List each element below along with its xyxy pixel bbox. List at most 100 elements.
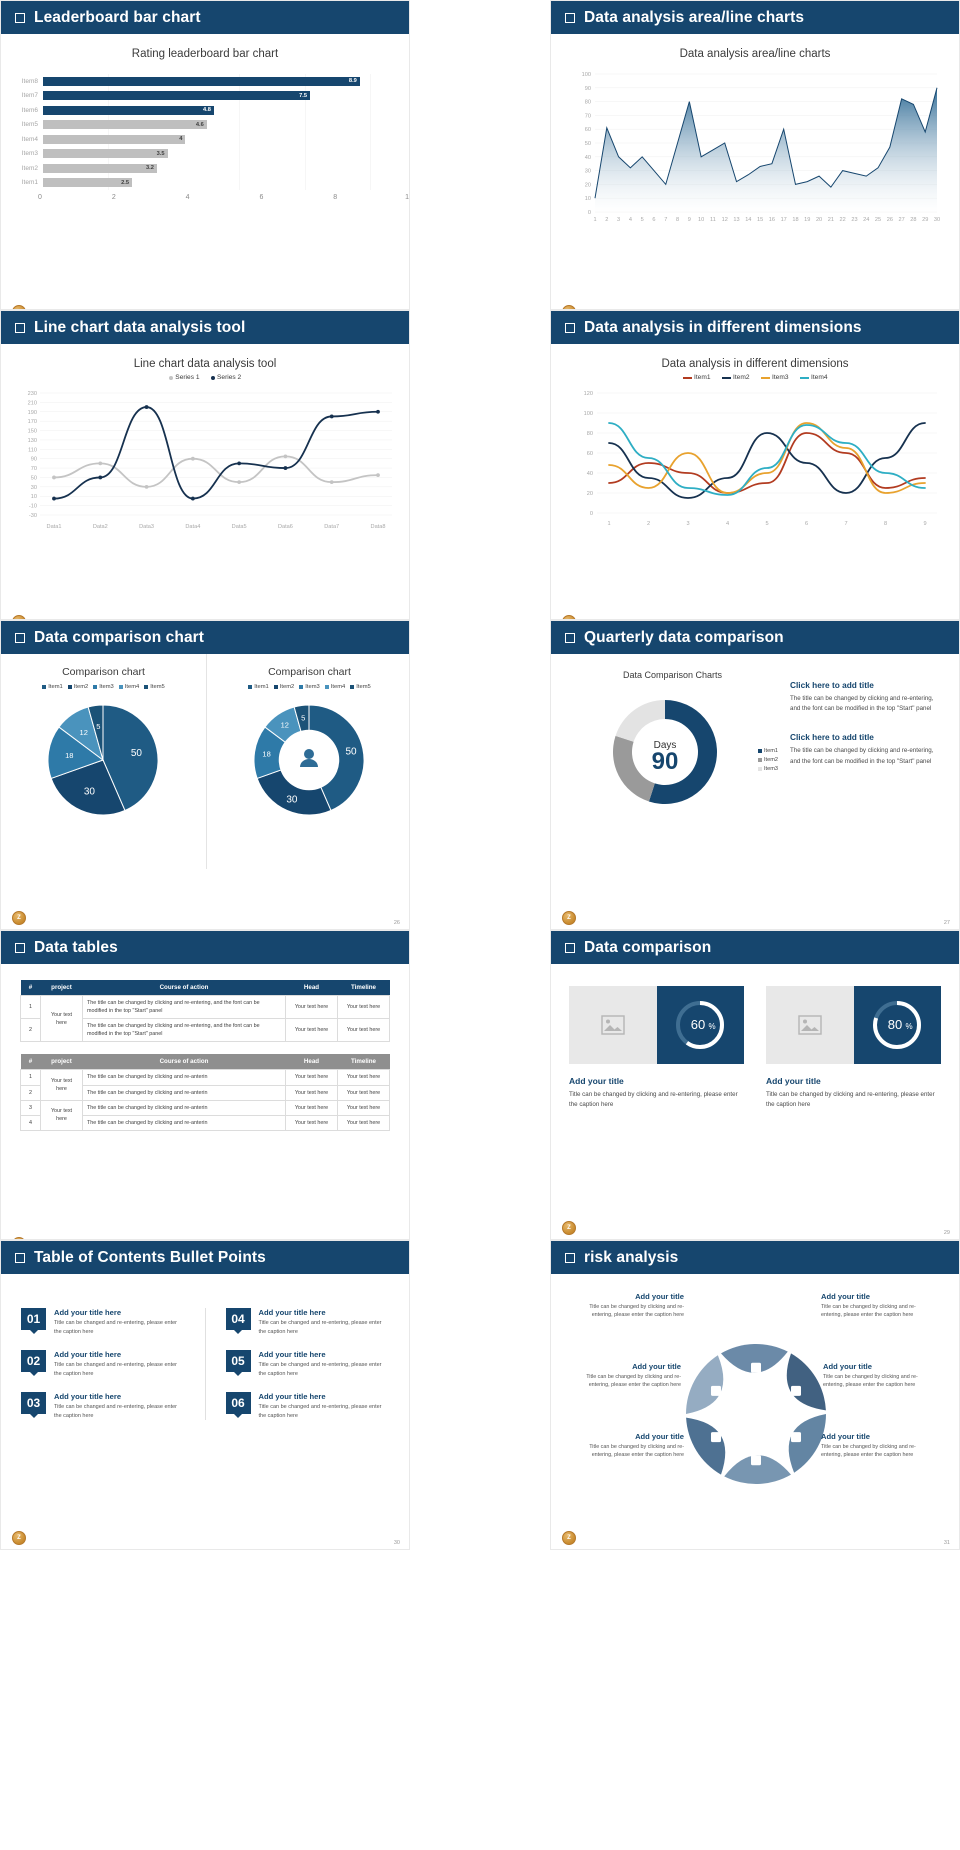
x-tick: 6 bbox=[652, 217, 655, 223]
table-cell: Your text here bbox=[285, 994, 338, 1020]
image-icon bbox=[798, 1015, 822, 1035]
page-number: 31 bbox=[943, 1540, 950, 1546]
table-cell: Your text here bbox=[40, 1099, 83, 1131]
chart-title: Rating leaderboard bar chart bbox=[131, 48, 279, 60]
y-tick: 50 bbox=[585, 141, 591, 147]
checkbox-icon bbox=[565, 632, 575, 643]
divider bbox=[204, 1308, 206, 1421]
bar-chart: Item8 8.9 Item7 7.5 Item6 4.8 Item5 4.6 Item4 4 It… bbox=[9, 74, 399, 190]
x-tick: 25 bbox=[875, 217, 881, 223]
risk-label-body: Title can be changed by clicking and re-… bbox=[821, 1444, 916, 1459]
toc-heading: Add your title here bbox=[54, 1308, 122, 1317]
x-tick: 24 bbox=[863, 217, 869, 223]
toc-body: Title can be changed and re-entering, pl… bbox=[54, 1362, 178, 1377]
y-tick: 0 bbox=[590, 511, 593, 517]
legend-label: Item2 bbox=[73, 684, 89, 690]
x-tick: 8 bbox=[884, 521, 887, 527]
comparison-visuals: 60% bbox=[569, 986, 744, 1064]
x-tick: 8 bbox=[676, 217, 679, 223]
table-header-cell: # bbox=[20, 980, 41, 996]
toc-grid: 01 Add your title here Title can be change… bbox=[1, 1274, 409, 1421]
table-cell: 3 bbox=[20, 1099, 41, 1116]
y-tick: 20 bbox=[585, 182, 591, 188]
bar-value: 3.2 bbox=[145, 165, 154, 172]
table-cell: The title can be changed by clicking and… bbox=[82, 1114, 286, 1131]
legend-item: Item1 bbox=[682, 374, 711, 381]
toc-item[interactable]: 05 Add your title here Title can be change… bbox=[225, 1350, 390, 1378]
slide-title: Data analysis area/line charts bbox=[584, 8, 805, 26]
slide-body: Data Comparison Charts Days 90 Item1 Item2… bbox=[551, 654, 959, 929]
x-tick: 13 bbox=[733, 217, 739, 223]
x-tick: 2 bbox=[605, 217, 608, 223]
toc-item[interactable]: 04 Add your title here Title can be change… bbox=[225, 1308, 390, 1336]
legend-item: Series 2 bbox=[210, 374, 242, 381]
slide-title: Quarterly data comparison bbox=[584, 628, 784, 646]
x-tick: 4 bbox=[185, 194, 190, 201]
item-body: Title can be changed by clicking and re-… bbox=[766, 1091, 935, 1108]
percent-ring: 80% bbox=[873, 1001, 922, 1049]
y-tick: 110 bbox=[28, 447, 37, 453]
toc-item[interactable]: 01 Add your title here Title can be change… bbox=[21, 1308, 185, 1336]
slide-header: Data analysis in different dimensions bbox=[551, 311, 959, 344]
y-tick: 20 bbox=[587, 491, 593, 497]
toc-item[interactable]: 03 Add your title here Title can be change… bbox=[21, 1392, 185, 1420]
risk-label: Add your title Title can be changed by cl… bbox=[821, 1292, 926, 1319]
legend-label: Item2 bbox=[764, 757, 778, 763]
x-tick: 4 bbox=[726, 521, 729, 527]
chart-legend: Item1 Item2 Item3 Item4 Item5 bbox=[207, 684, 409, 690]
bar-label: Item4 bbox=[21, 135, 38, 143]
y-tick: 130 bbox=[28, 438, 37, 444]
x-tick: 10 bbox=[698, 217, 704, 223]
toc-body: Title can be changed and re-entering, pl… bbox=[54, 1320, 178, 1335]
y-tick: 210 bbox=[28, 400, 37, 406]
pinwheel-diagram bbox=[686, 1344, 826, 1484]
x-tick: Data8 bbox=[371, 524, 386, 530]
x-tick: 16 bbox=[769, 217, 775, 223]
pie-chart: 50 30 18 12 5 bbox=[47, 704, 159, 816]
toc-item[interactable]: 02 Add your title here Title can be change… bbox=[21, 1350, 185, 1378]
line-chart: 230 210 190 170 150 130 110 90 70 50 30 10 -10 -30 Dat… bbox=[28, 391, 392, 530]
bar-row: Item2 3.2 bbox=[9, 161, 399, 176]
toc-heading: Add your title here bbox=[54, 1392, 122, 1402]
checkbox-icon bbox=[15, 12, 25, 23]
risk-label-body: Title can be changed by clicking and re-… bbox=[821, 1304, 916, 1319]
toc-number-badge: 04 bbox=[225, 1308, 251, 1330]
image-placeholder bbox=[569, 986, 657, 1064]
x-tick: 14 bbox=[745, 217, 751, 223]
bar-label: Item1 bbox=[21, 179, 38, 187]
slide-body: Rating leaderboard bar chart Item8 8.9 Ite… bbox=[1, 48, 409, 309]
risk-label: Add your title Title can be changed by cl… bbox=[823, 1362, 928, 1389]
chart-title: Line chart data analysis tool bbox=[133, 358, 277, 370]
x-tick: 0 bbox=[38, 194, 42, 201]
x-tick: 9 bbox=[688, 217, 691, 223]
checkbox-icon bbox=[15, 322, 25, 333]
toc-number-badge: 02 bbox=[21, 1350, 46, 1373]
slide-header: Line chart data analysis tool bbox=[1, 311, 409, 344]
table-cell: Your text here bbox=[40, 994, 83, 1043]
toc-item[interactable]: 06 Add your title here Title can be change… bbox=[225, 1392, 390, 1420]
slide-title: Data analysis in different dimensions bbox=[584, 318, 862, 336]
legend-label: Series 2 bbox=[217, 374, 242, 381]
bar-track: 3.5 bbox=[43, 146, 399, 162]
x-tick: Data5 bbox=[232, 524, 247, 530]
y-tick: 0 bbox=[588, 210, 591, 216]
image-icon bbox=[601, 1015, 625, 1035]
y-tick: 190 bbox=[28, 410, 37, 416]
piechart-icon bbox=[791, 1385, 802, 1396]
x-tick: 1 bbox=[607, 521, 610, 527]
slide-data-tables: Data tables # project Course of action Head… bbox=[0, 930, 410, 1240]
table-cell: Your text here bbox=[337, 994, 390, 1020]
bar-chart-x-axis: 0 2 4 6 8 10 bbox=[38, 194, 409, 206]
legend-marker-icon bbox=[758, 749, 762, 753]
legend-marker-icon bbox=[210, 375, 215, 380]
legend-label: Item1 bbox=[254, 684, 269, 690]
table-cell: Your text here bbox=[285, 1018, 338, 1043]
slide-different-dimensions: Data analysis in different dimensions Da… bbox=[550, 310, 960, 620]
x-tick: 9 bbox=[923, 521, 926, 527]
slide-title: Data comparison chart bbox=[34, 628, 205, 646]
bar-value: 4.6 bbox=[195, 121, 204, 128]
risk-label: Add your title Title can be changed by cl… bbox=[579, 1432, 684, 1459]
bar-row: Item4 4 bbox=[9, 132, 399, 147]
slide-body: Add your title Title can be changed by cl… bbox=[551, 1274, 959, 1549]
